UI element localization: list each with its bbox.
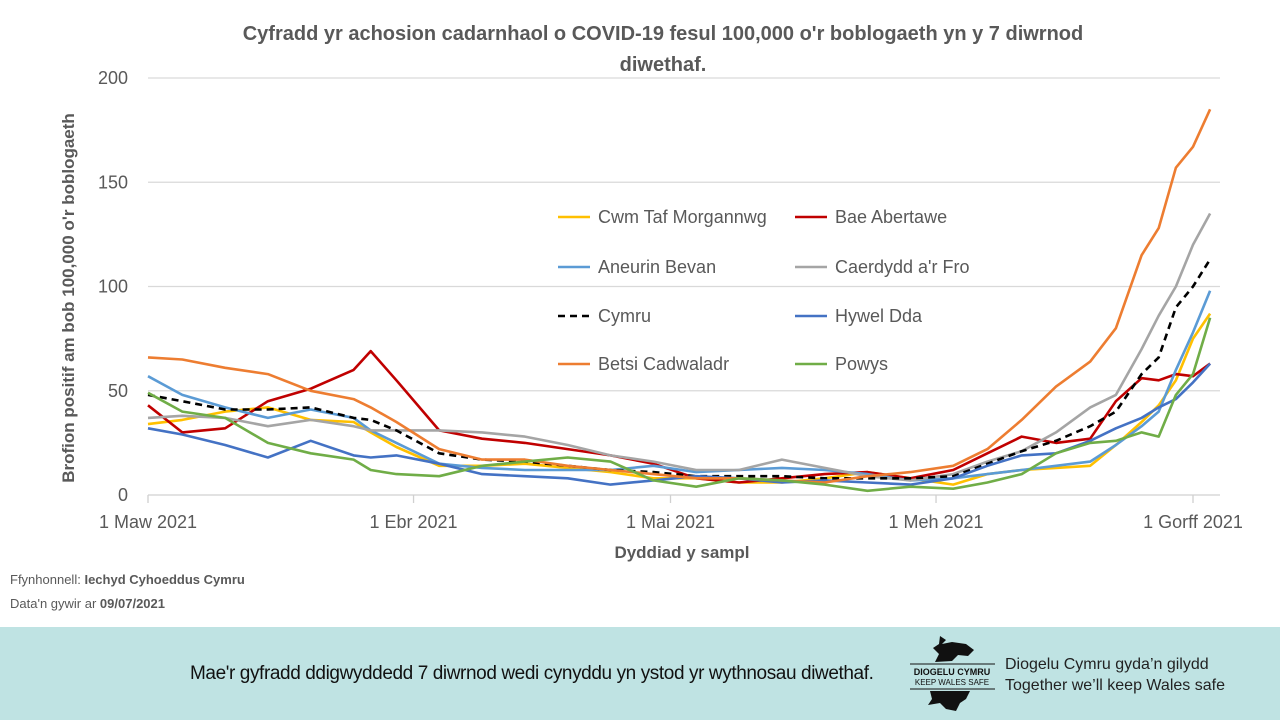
series-line-bae-abertawe [147,349,1211,484]
source-note: Ffynhonnell: Iechyd Cyhoeddus Cymru [10,572,245,587]
y-axis-title: Brofion positif am bob 100,000 o'r boblo… [59,113,78,483]
footer-message: Mae'r gyfradd ddigwyddedd 7 diwrnod wedi… [190,663,874,684]
legend-label: Cwm Taf Morgannwg [598,207,767,227]
x-tick-label: 1 Maw 2021 [99,512,197,532]
legend-item-caerdydd-a-r-fro: Caerdydd a'r Fro [795,257,970,277]
series-line-caerdydd-a-r-fro [147,212,1212,482]
legend-item-hywel-dda: Hywel Dda [795,306,923,326]
tagline: Diogelu Cymru gyda’n gilydd Together we’… [1005,654,1225,696]
legend-label: Powys [835,354,888,374]
source-value: Iechyd Cyhoeddus Cymru [84,572,245,587]
series-lines [147,108,1212,493]
y-tick-label: 150 [98,172,128,192]
x-tick-label: 1 Mai 2021 [626,512,715,532]
legend-item-bae-abertawe: Bae Abertawe [795,207,947,227]
x-tick-label: 1 Meh 2021 [888,512,983,532]
y-tick-label: 50 [108,381,128,401]
line-chart: Cyfradd yr achosion cadarnhaol o COVID-1… [59,23,1243,562]
legend-label: Hywel Dda [835,306,923,326]
legend-item-powys: Powys [795,354,888,374]
legend-label: Caerdydd a'r Fro [835,257,970,277]
x-axis-title: Dyddiad y sampl [614,543,749,562]
legend-item-betsi-cadwaladr: Betsi Cadwaladr [558,354,729,374]
footer-banner: Mae'r gyfradd ddigwyddedd 7 diwrnod wedi… [0,627,1280,720]
tagline-welsh: Diogelu Cymru gyda’n gilydd [1005,656,1209,673]
y-axis: 0 50 100 150 200 [98,68,128,505]
legend: Cwm Taf Morgannwg Bae Abertawe Aneurin Bev… [558,207,970,374]
legend-label: Aneurin Bevan [598,257,716,277]
legend-item-cymru: Cymru [558,306,651,326]
y-tick-label: 200 [98,68,128,88]
svg-text:KEEP WALES SAFE: KEEP WALES SAFE [915,678,989,687]
legend-label: Bae Abertawe [835,207,947,227]
tagline-english: Together we’ll keep Wales safe [1005,677,1225,694]
x-axis: 1 Maw 2021 1 Ebr 2021 1 Mai 2021 1 Meh 2021… [99,495,1243,532]
legend-item-cwm-taf-morgannwg: Cwm Taf Morgannwg [558,207,767,227]
x-tick-label: 1 Gorff 2021 [1143,512,1243,532]
source-label: Ffynhonnell: [10,572,81,587]
chart-title-line-2: diwethaf. [620,54,707,76]
x-tick-label: 1 Ebr 2021 [369,512,457,532]
footer-message-box: Mae'r gyfradd ddigwyddedd 7 diwrnod wedi… [190,627,890,720]
series-line-powys [147,317,1212,493]
legend-item-aneurin-bevan: Aneurin Bevan [558,257,716,277]
data-date-note: Data'n gywir ar 09/07/2021 [10,596,165,611]
series-line-cwm-taf-morgannwg [147,312,1212,486]
keep-wales-safe-logo: DIOGELU CYMRU KEEP WALES SAFE [910,636,995,711]
y-tick-label: 0 [118,485,128,505]
series-line-betsi-cadwaladr [147,108,1212,484]
data-date-label: Data'n gywir ar [10,596,97,611]
legend-label: Cymru [598,306,651,326]
chart-title-line-1: Cyfradd yr achosion cadarnhaol o COVID-1… [243,23,1084,45]
legend-label: Betsi Cadwaladr [598,354,729,374]
y-tick-label: 100 [98,277,128,297]
svg-text:DIOGELU CYMRU: DIOGELU CYMRU [914,667,991,677]
data-date-value: 09/07/2021 [99,596,165,611]
gridlines [148,77,1220,496]
series-line-cymru [147,258,1212,480]
